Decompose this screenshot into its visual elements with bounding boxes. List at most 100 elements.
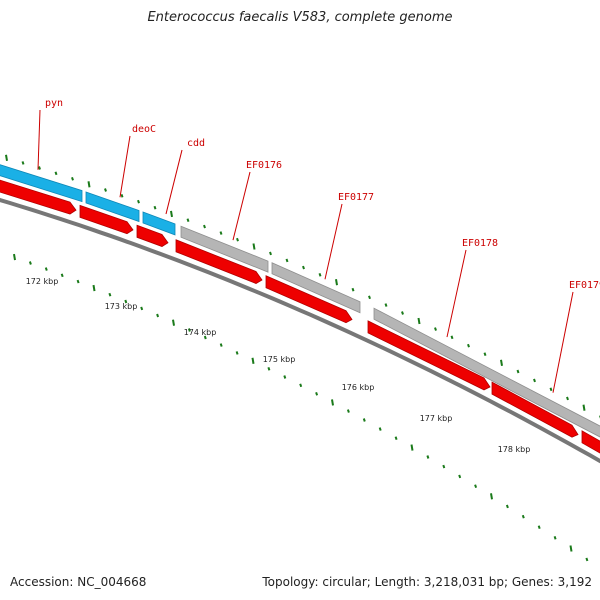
gene-leader-line	[552, 291, 574, 393]
scale-tick	[13, 253, 16, 261]
scale-label: 178 kbp	[498, 445, 531, 454]
scale-tick	[156, 313, 160, 318]
gene-box-pyn	[0, 164, 83, 203]
scale-tick	[505, 504, 509, 509]
scale-tick	[569, 545, 573, 552]
upper-tick	[450, 335, 454, 340]
scale-tick	[235, 351, 239, 355]
scale-tick	[362, 418, 366, 422]
gene-leader-line	[324, 203, 343, 280]
upper-tick	[219, 231, 223, 235]
gene-label-EF0179: EF0179	[569, 280, 600, 291]
gene-box-deoC	[85, 191, 140, 223]
upper-tick	[104, 188, 107, 192]
scale-tick	[60, 273, 64, 278]
scale-tick	[458, 474, 462, 479]
cds-arrow-6	[367, 320, 491, 391]
gene-label-EF0178: EF0178	[462, 238, 498, 249]
scale-tick	[283, 375, 287, 379]
scale-label: 177 kbp	[420, 414, 453, 423]
upper-tick	[5, 154, 8, 161]
scale-tick	[92, 284, 96, 292]
scale-tick	[124, 299, 128, 304]
scale-tick	[28, 261, 32, 265]
upper-tick	[302, 265, 305, 270]
upper-tick	[368, 295, 371, 300]
scale-label: 174 kbp	[184, 328, 217, 337]
gene-box-EF0176	[180, 225, 269, 273]
scale-tick	[315, 391, 319, 396]
upper-tick	[87, 181, 91, 188]
scale-label: 176 kbp	[342, 383, 375, 392]
upper-tick	[120, 193, 124, 198]
scale-label: 172 kbp	[26, 277, 59, 286]
upper-tick	[401, 311, 404, 315]
scale-tick	[267, 366, 271, 371]
genome-summary-text: Topology: circular; Length: 3,218,031 bp…	[262, 575, 592, 589]
upper-tick	[38, 166, 41, 170]
upper-tick	[71, 176, 74, 181]
upper-tick	[483, 352, 487, 357]
upper-tick	[417, 317, 421, 325]
accession-text: Accession: NC_004668	[10, 575, 147, 589]
cds-arrow-4	[175, 239, 263, 284]
upper-tick	[467, 343, 470, 348]
upper-tick	[533, 378, 536, 383]
scale-tick	[76, 279, 80, 284]
scale-tick	[346, 409, 350, 413]
upper-tick	[582, 404, 586, 411]
scale-label: 175 kbp	[263, 355, 296, 364]
cds-arrow-2	[79, 204, 134, 235]
gene-leader-line	[37, 109, 41, 170]
page-title: Enterococcus faecalis V583, complete gen…	[147, 10, 453, 25]
scale-tick	[203, 335, 207, 340]
gene-box-cdd	[142, 211, 176, 236]
scale-tick	[474, 484, 478, 489]
upper-tick	[137, 199, 140, 204]
cds-arrow-3	[136, 224, 169, 247]
upper-tick	[318, 272, 322, 277]
upper-tick	[384, 303, 388, 307]
scale-tick	[585, 557, 589, 562]
upper-tick	[500, 359, 503, 366]
upper-tick	[549, 387, 553, 392]
upper-tick	[252, 243, 256, 250]
scale-tick	[331, 399, 334, 406]
scale-tick	[553, 535, 557, 540]
upper-tick	[21, 161, 25, 165]
upper-tick	[434, 327, 437, 331]
upper-tick	[269, 251, 272, 256]
scale-tick	[537, 525, 541, 530]
upper-tick	[335, 279, 338, 286]
upper-tick	[516, 369, 520, 374]
scale-tick	[251, 357, 255, 364]
scale-tick	[490, 493, 493, 500]
gene-box-EF0177	[271, 262, 361, 314]
scale-tick	[442, 464, 446, 469]
cds-arrow-8	[581, 430, 600, 454]
upper-tick	[54, 171, 58, 176]
gene-leader-line	[119, 135, 131, 198]
gene-leader-line	[232, 171, 251, 241]
scale-tick	[426, 455, 430, 459]
scale-tick	[140, 306, 144, 311]
scale-tick	[172, 319, 175, 326]
upper-tick	[170, 210, 173, 218]
scale-tick	[299, 383, 303, 388]
gene-box-EF0178	[373, 307, 600, 438]
scale-tick	[108, 292, 112, 297]
cds-arrow-5	[265, 275, 353, 324]
upper-tick	[351, 287, 355, 292]
scale-tick	[44, 267, 48, 271]
scale-tick	[410, 444, 414, 451]
upper-tick	[236, 237, 239, 242]
upper-tick	[566, 396, 569, 401]
upper-tick	[186, 218, 190, 223]
scale-label: 173 kbp	[105, 302, 138, 311]
upper-tick	[203, 224, 206, 229]
upper-tick	[153, 205, 157, 210]
scale-tick	[521, 514, 525, 519]
scale-tick	[219, 343, 223, 347]
scale-tick	[394, 436, 398, 441]
